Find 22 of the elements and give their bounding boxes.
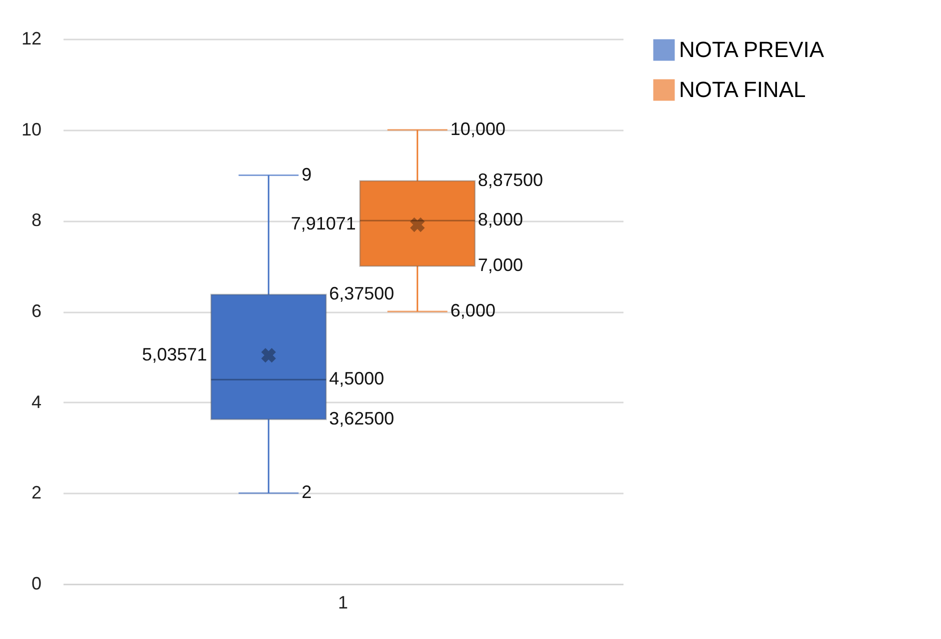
y-tick-label: 8 <box>31 210 42 230</box>
annotation: 10,000 <box>450 118 506 139</box>
annotation: 4,5000 <box>329 368 384 389</box>
annotation: 6,37500 <box>329 283 394 304</box>
annotation: 6,000 <box>450 300 496 320</box>
annotation: 8,87500 <box>478 170 543 190</box>
annotation: 3,62500 <box>329 408 394 428</box>
annotation: 8,000 <box>478 210 523 230</box>
annotation: 7,91071 <box>290 214 356 234</box>
y-tick-label: 12 <box>21 28 42 48</box>
y-tick-label: 6 <box>31 301 42 321</box>
y-tick-label: 0 <box>31 574 42 594</box>
legend-label: NOTA FINAL <box>679 77 806 102</box>
annotation: 2 <box>302 482 312 502</box>
legend-label: NOTA PREVIA <box>679 37 824 62</box>
x-tick-label: 1 <box>338 592 348 612</box>
annotation: 7,000 <box>478 255 523 276</box>
y-tick-label: 2 <box>31 482 42 503</box>
annotation: 9 <box>302 164 312 184</box>
y-tick-label: 4 <box>31 392 42 412</box>
y-tick-label: 10 <box>21 119 42 140</box>
annotation: 5,03571 <box>142 344 208 364</box>
